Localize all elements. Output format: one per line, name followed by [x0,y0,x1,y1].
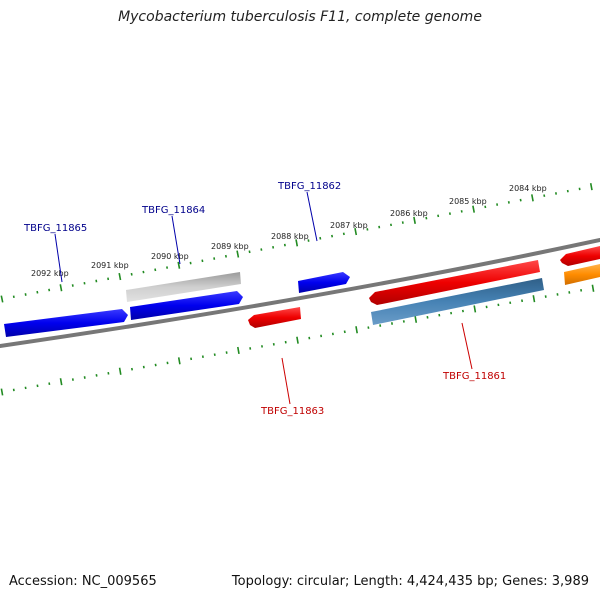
major-tick [472,205,475,213]
minor-tick [519,198,522,202]
minor-tick [95,374,98,377]
gene-label-tbfg-11865[interactable]: TBFG_11865 [23,223,87,234]
major-tick [59,284,63,292]
minor-tick [248,250,251,254]
major-tick [531,194,534,202]
major-tick [236,250,240,258]
minor-tick [543,194,546,197]
gene-label-tbfg-11863[interactable]: TBFG_11863 [260,406,324,417]
gene-label-tbfg-11862[interactable]: TBFG_11862 [277,181,341,192]
minor-tick [48,288,51,292]
minor-tick [319,236,322,240]
minor-tick [342,232,345,236]
gene-arrow-steelblue[interactable] [371,278,544,325]
gene-label-tbfg-11861[interactable]: TBFG_11861 [442,371,506,382]
major-tick [296,336,299,344]
scale-label: 2085 kbp [449,197,487,206]
minor-tick [521,299,524,303]
minor-tick [213,353,216,356]
minor-tick [448,212,451,215]
minor-tick [507,201,510,204]
gene-arrow-orange[interactable] [564,264,600,285]
minor-tick [224,254,227,258]
minor-tick [425,216,428,220]
major-tick [0,388,4,396]
label-leader-line [461,322,473,370]
inner-scale-ticks [0,284,595,396]
gene-arrow-red[interactable] [248,307,301,328]
minor-tick [402,320,405,323]
scale-label: 2089 kbp [211,242,249,251]
major-tick [295,239,299,247]
gene-arrow-blue[interactable] [298,272,350,293]
scale-label: 2086 kbp [390,209,428,218]
gene-arrow-red[interactable] [369,260,540,305]
major-tick [413,216,416,224]
minor-tick [437,214,440,218]
minor-tick [461,309,464,313]
label-leader-line [171,215,181,265]
major-tick [414,315,418,323]
major-tick [118,272,122,281]
minor-tick [331,234,334,238]
gene-arrow-grey[interactable] [126,272,241,302]
minor-tick [36,290,39,294]
scale-label: 2084 kbp [509,184,547,193]
scale-label: 2091 kbp [91,261,129,270]
major-tick [237,346,240,355]
major-tick [0,295,4,303]
genome-backbone [0,238,600,348]
scale-label: 2088 kbp [271,232,309,241]
map-title: Mycobacterium tuberculosis F11, complete… [118,9,482,25]
gene-arrow-blue[interactable] [4,309,128,337]
major-tick [355,326,358,334]
topology-text: Topology: circular; Length: 4,424,435 bp… [231,574,589,589]
label-leader-line [54,233,63,283]
minor-tick [142,270,145,274]
gene-arrow-blue[interactable] [130,291,243,320]
accession-text: Accession: NC_009565 [9,574,157,589]
minor-tick [71,284,74,287]
major-tick [177,261,181,269]
scale-label: 2087 kbp [330,221,368,230]
major-tick [532,295,536,303]
label-leader-line [306,191,318,242]
minor-tick [154,363,157,367]
outer-scale-ticks [0,183,593,303]
gene-label-tbfg-11864[interactable]: TBFG_11864 [141,205,205,216]
major-tick [118,367,122,375]
scale-label: 2092 kbp [31,269,69,278]
major-tick [589,183,593,191]
major-tick [354,227,358,236]
major-tick [177,357,181,365]
minor-tick [343,330,346,334]
minor-tick [154,268,157,272]
gene-arrow-red[interactable] [560,246,600,266]
minor-tick [130,272,133,276]
scale-label: 2090 kbp [151,252,189,261]
label-leader-line [281,357,291,405]
major-tick [59,378,63,386]
minor-tick [260,248,263,251]
major-tick [591,284,595,292]
minor-tick [166,266,169,269]
major-tick [473,305,477,313]
